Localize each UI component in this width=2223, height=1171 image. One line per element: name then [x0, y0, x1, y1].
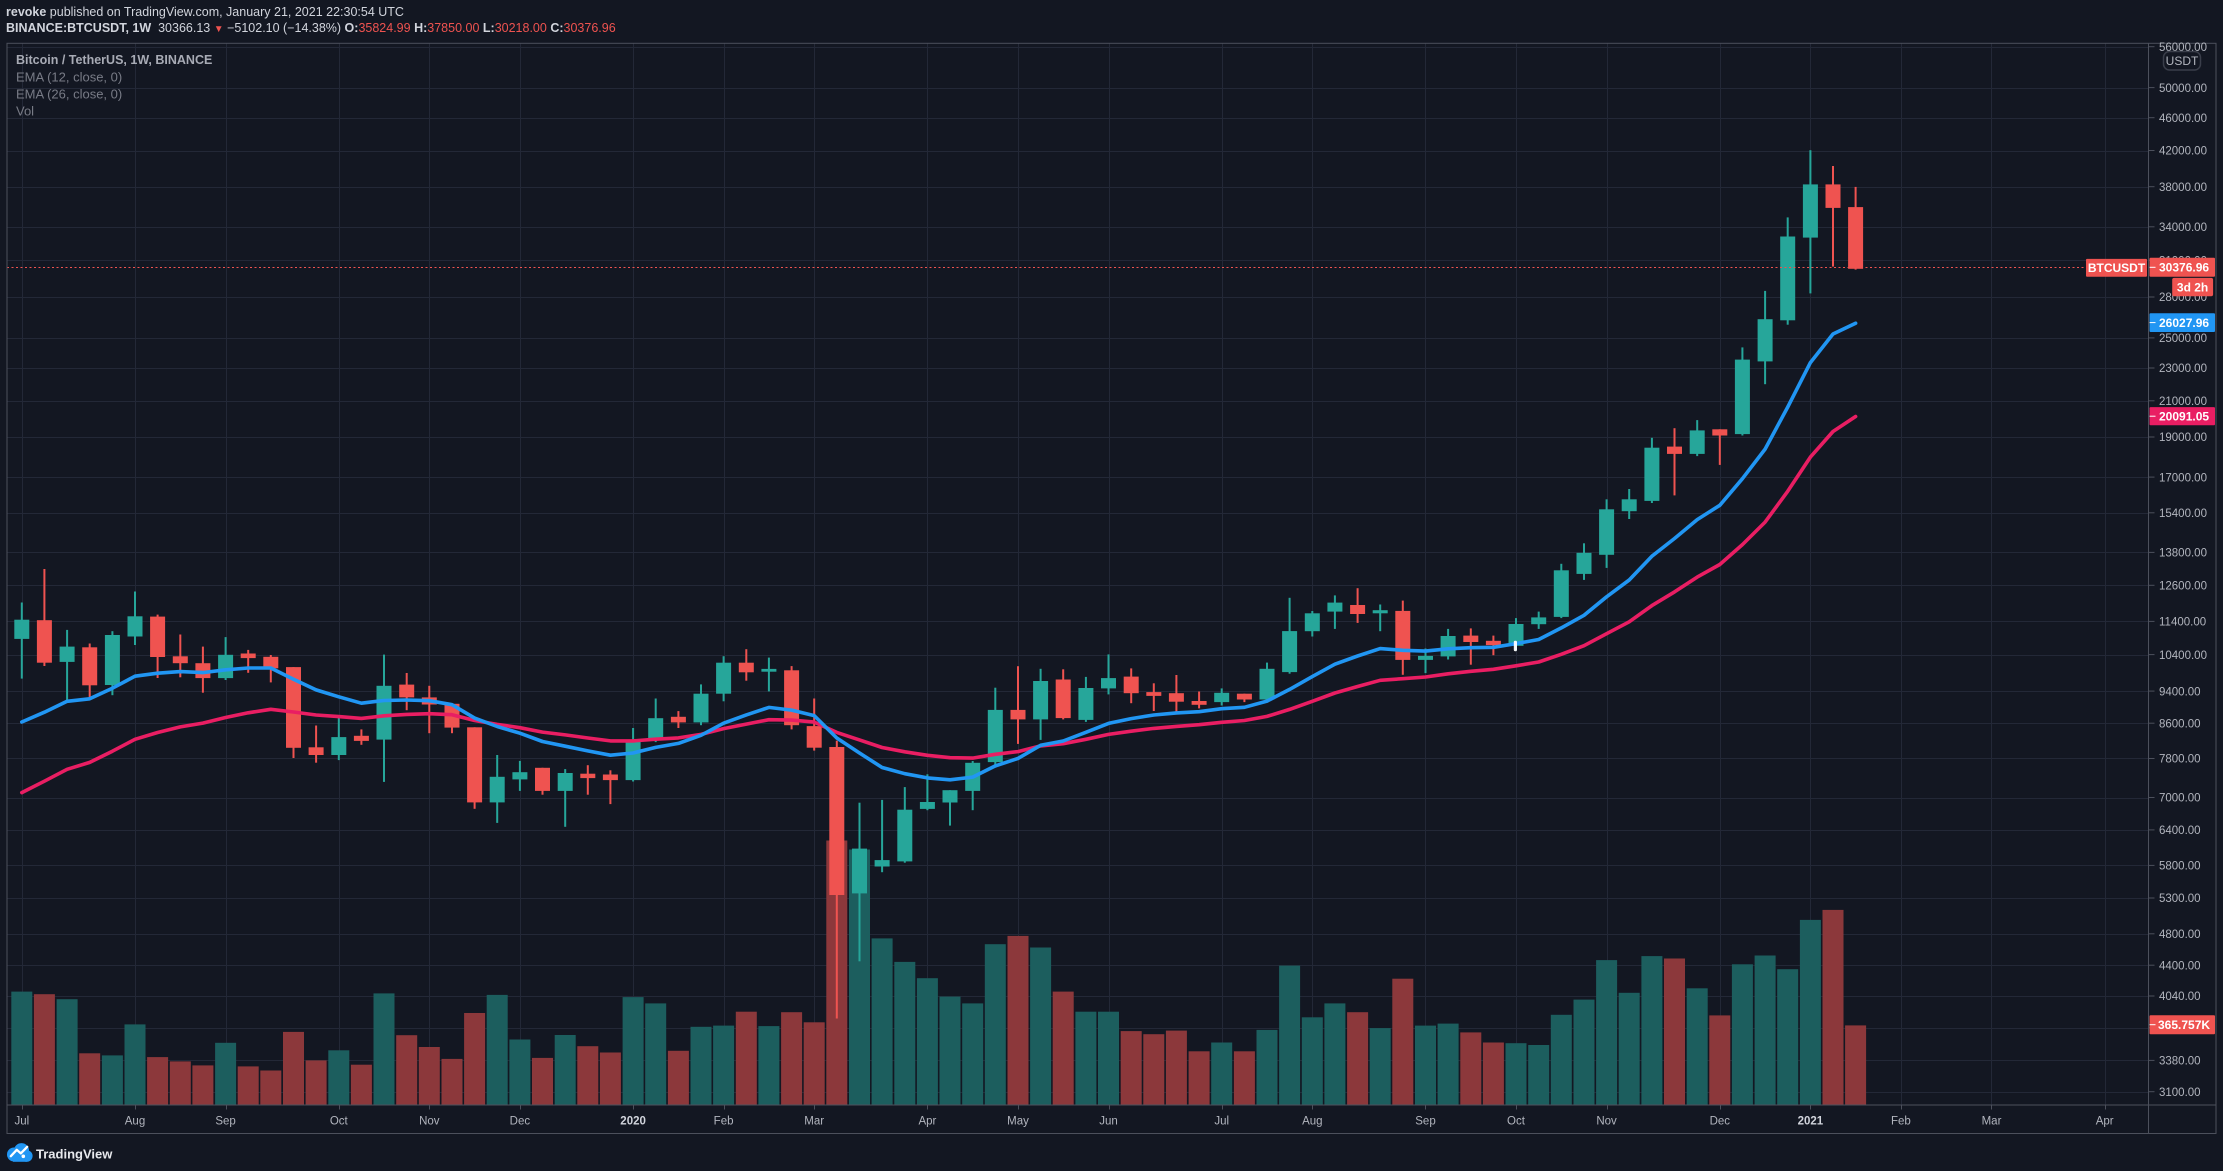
- svg-text:Jul: Jul: [14, 1116, 29, 1128]
- svg-text:Mar: Mar: [804, 1116, 824, 1128]
- svg-text:3d 2h: 3d 2h: [2177, 280, 2208, 294]
- svg-text:38000.00: 38000.00: [2159, 182, 2207, 194]
- svg-text:Apr: Apr: [918, 1116, 936, 1128]
- svg-text:42000.00: 42000.00: [2159, 146, 2207, 158]
- svg-text:26027.96: 26027.96: [2159, 316, 2209, 330]
- svg-text:USDT: USDT: [2166, 54, 2199, 68]
- svg-text:30376.96: 30376.96: [2159, 261, 2209, 275]
- svg-text:7800.00: 7800.00: [2159, 754, 2201, 766]
- svg-text:10400.00: 10400.00: [2159, 650, 2207, 662]
- svg-text:4800.00: 4800.00: [2159, 929, 2201, 941]
- svg-text:9400.00: 9400.00: [2159, 686, 2201, 698]
- svg-text:Jul: Jul: [1214, 1116, 1229, 1128]
- svg-text:Jun: Jun: [1099, 1116, 1118, 1128]
- svg-text:20091.05: 20091.05: [2159, 410, 2209, 424]
- svg-text:Feb: Feb: [1891, 1116, 1911, 1128]
- svg-text:5300.00: 5300.00: [2159, 893, 2201, 905]
- svg-text:12600.00: 12600.00: [2159, 581, 2207, 593]
- svg-text:2020: 2020: [620, 1116, 646, 1128]
- svg-text:Nov: Nov: [1596, 1116, 1617, 1128]
- svg-text:15400.00: 15400.00: [2159, 508, 2207, 520]
- svg-text:5800.00: 5800.00: [2159, 861, 2201, 873]
- svg-text:4400.00: 4400.00: [2159, 960, 2201, 972]
- svg-text:Nov: Nov: [419, 1116, 440, 1128]
- svg-text:Oct: Oct: [330, 1116, 349, 1128]
- svg-text:Aug: Aug: [125, 1116, 145, 1128]
- svg-text:EMA (12, close, 0): EMA (12, close, 0): [16, 70, 122, 85]
- svg-text:13800.00: 13800.00: [2159, 548, 2207, 560]
- svg-text:Apr: Apr: [2096, 1116, 2114, 1128]
- svg-text:21000.00: 21000.00: [2159, 396, 2207, 408]
- svg-text:May: May: [1007, 1116, 1029, 1128]
- svg-text:23000.00: 23000.00: [2159, 363, 2207, 375]
- svg-text:Aug: Aug: [1302, 1116, 1322, 1128]
- svg-text:365.757K: 365.757K: [2158, 1018, 2210, 1032]
- svg-text:Oct: Oct: [1507, 1116, 1526, 1128]
- svg-text:Sep: Sep: [1415, 1116, 1435, 1128]
- svg-text:3380.00: 3380.00: [2159, 1056, 2201, 1068]
- svg-text:50000.00: 50000.00: [2159, 83, 2207, 95]
- svg-text:34000.00: 34000.00: [2159, 222, 2207, 234]
- svg-text:Vol: Vol: [16, 104, 34, 119]
- svg-text:8600.00: 8600.00: [2159, 718, 2201, 730]
- svg-text:6400.00: 6400.00: [2159, 825, 2201, 837]
- svg-text:4040.00: 4040.00: [2159, 991, 2201, 1003]
- svg-text:Bitcoin / TetherUS, 1W, BINANC: Bitcoin / TetherUS, 1W, BINANCE: [16, 53, 212, 67]
- svg-text:Mar: Mar: [1982, 1116, 2002, 1128]
- svg-text:25000.00: 25000.00: [2159, 333, 2207, 345]
- svg-text:17000.00: 17000.00: [2159, 472, 2207, 484]
- svg-text:11400.00: 11400.00: [2159, 617, 2206, 629]
- svg-text:3100.00: 3100.00: [2159, 1087, 2201, 1099]
- svg-text:Dec: Dec: [510, 1116, 531, 1128]
- svg-text:Dec: Dec: [1710, 1116, 1731, 1128]
- svg-text:TradingView: TradingView: [36, 1147, 113, 1162]
- svg-text:2021: 2021: [1798, 1116, 1824, 1128]
- svg-text:EMA (26, close, 0): EMA (26, close, 0): [16, 87, 122, 102]
- svg-text:46000.00: 46000.00: [2159, 113, 2207, 125]
- svg-text:19000.00: 19000.00: [2159, 432, 2207, 444]
- svg-text:Sep: Sep: [215, 1116, 235, 1128]
- svg-text:Feb: Feb: [714, 1116, 734, 1128]
- svg-text:BTCUSDT: BTCUSDT: [2088, 261, 2146, 275]
- svg-text:7000.00: 7000.00: [2159, 793, 2201, 805]
